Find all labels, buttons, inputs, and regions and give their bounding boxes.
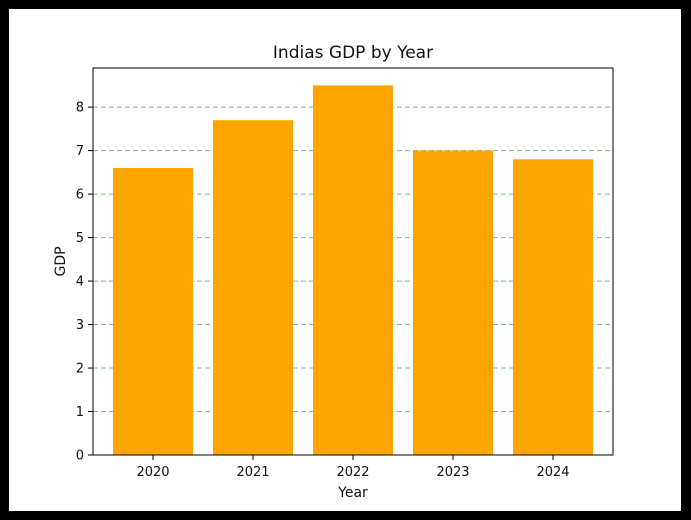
- y-tick-label: 5: [76, 231, 84, 246]
- bar: [513, 159, 593, 455]
- bars: [113, 85, 593, 456]
- x-axis-title: Year: [337, 485, 368, 501]
- x-tick-label: 2021: [236, 465, 269, 480]
- bar: [113, 168, 193, 455]
- bar: [413, 150, 493, 455]
- y-tick-label: 3: [76, 318, 84, 333]
- x-tick-label: 2023: [436, 465, 469, 480]
- bar: [313, 85, 393, 456]
- y-tick-label: 2: [76, 362, 84, 377]
- x-axis-ticks: 2020 2021 2022 2023 2024: [136, 455, 570, 480]
- y-tick-label: 0: [76, 449, 84, 464]
- y-tick-label: 6: [76, 188, 84, 203]
- y-tick-label: 7: [76, 144, 84, 159]
- x-tick-label: 2020: [136, 465, 169, 480]
- y-axis-ticks: 0 1 2 3 4 5 6 7 8: [76, 101, 93, 464]
- y-tick-label: 4: [76, 275, 84, 290]
- x-tick-label: 2024: [536, 465, 569, 480]
- y-tick-label: 1: [76, 405, 84, 420]
- chart-title: Indias GDP by Year: [273, 43, 433, 63]
- bar: [213, 120, 293, 455]
- y-axis-title: GDP: [53, 246, 69, 276]
- x-tick-label: 2022: [336, 465, 369, 480]
- y-tick-label: 8: [76, 101, 84, 116]
